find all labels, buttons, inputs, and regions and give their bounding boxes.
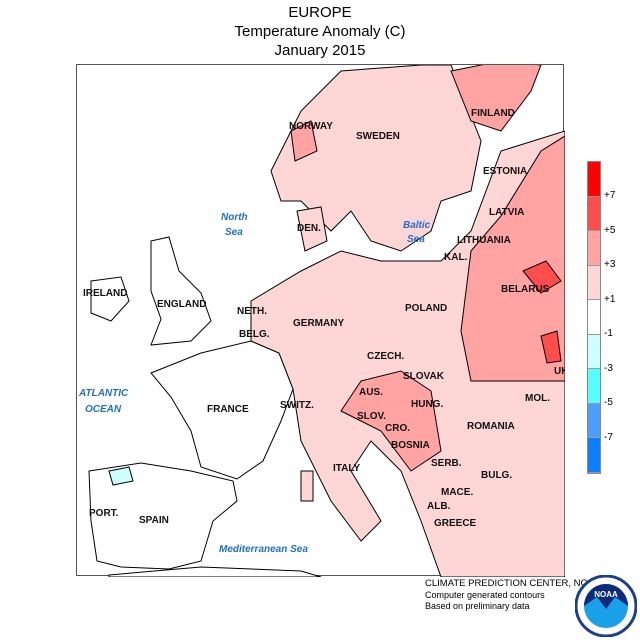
label-sweden: SWEDEN bbox=[356, 131, 400, 142]
legend-tick: -3 bbox=[604, 362, 613, 374]
legend-tick: -5 bbox=[604, 397, 613, 408]
label-atlantic-2: OCEAN bbox=[85, 404, 122, 415]
land-france bbox=[150, 340, 294, 480]
legend-swatch bbox=[588, 265, 600, 300]
label-croatia: CRO. bbox=[385, 423, 410, 434]
label-austria: AUS. bbox=[359, 387, 383, 398]
legend-tick: +5 bbox=[604, 224, 616, 236]
legend-swatch bbox=[588, 231, 600, 266]
credit-line-3: Based on preliminary data bbox=[425, 601, 530, 611]
svg-text:NOAA: NOAA bbox=[594, 590, 618, 599]
legend-swatch bbox=[588, 369, 600, 404]
title-period: January 2015 bbox=[274, 42, 366, 59]
legend-tick: +7 bbox=[604, 190, 616, 201]
color-legend bbox=[587, 161, 601, 474]
label-portugal: PORT. bbox=[89, 508, 119, 519]
credit-line-1: CLIMATE PREDICTION CENTER, NOAA bbox=[425, 578, 601, 589]
label-slovenia: SLOV. bbox=[357, 411, 386, 422]
anomaly-map: NORWAY SWEDEN FINLAND ESTONIA LATVIA DEN… bbox=[76, 60, 569, 578]
label-lithuania: LITHUANIA bbox=[457, 235, 511, 246]
label-denmark: DEN. bbox=[297, 223, 321, 234]
anomaly-ukraine-5 bbox=[540, 330, 562, 364]
land-sardinia bbox=[300, 470, 314, 502]
label-north-sea-2: Sea bbox=[225, 227, 243, 238]
label-poland: POLAND bbox=[405, 303, 447, 314]
land-britain bbox=[150, 236, 212, 346]
label-czech: CZECH. bbox=[367, 351, 404, 362]
legend-tick: -1 bbox=[604, 328, 613, 339]
label-romania: ROMANIA bbox=[467, 421, 515, 432]
label-serbia: SERB. bbox=[431, 458, 462, 469]
label-latvia: LATVIA bbox=[489, 207, 524, 218]
label-kaliningrad: KAL. bbox=[444, 252, 468, 263]
label-baltic-sea-2: Sea bbox=[407, 234, 425, 245]
legend-swatch bbox=[588, 162, 600, 197]
label-england: ENGLAND bbox=[157, 299, 206, 310]
label-germany: GERMANY bbox=[293, 318, 344, 329]
land-denmark bbox=[296, 206, 328, 252]
anomaly-norway-3 bbox=[290, 120, 318, 162]
anomaly-belarus-5 bbox=[522, 260, 562, 294]
legend-swatch bbox=[588, 438, 600, 473]
label-norway: NORWAY bbox=[289, 121, 333, 132]
label-albania: ALB. bbox=[427, 501, 451, 512]
label-slovakia: SLOVAK bbox=[403, 371, 445, 382]
legend-swatch bbox=[588, 403, 600, 438]
label-france: FRANCE bbox=[207, 404, 249, 415]
legend-tick: +3 bbox=[604, 259, 616, 270]
label-north-sea-1: North bbox=[221, 212, 248, 223]
map-svg: NORWAY SWEDEN FINLAND ESTONIA LATVIA DEN… bbox=[78, 60, 569, 578]
label-ukraine: UK bbox=[554, 366, 565, 377]
label-moldova: MOL. bbox=[525, 393, 550, 404]
land-iberia bbox=[88, 462, 238, 570]
title-region: EUROPE bbox=[288, 4, 352, 21]
credit-line-2: Computer generated contours bbox=[425, 590, 545, 600]
label-greece: GREECE bbox=[434, 518, 477, 529]
label-bulgaria: BULG. bbox=[481, 470, 512, 481]
label-baltic-sea-1: Baltic bbox=[403, 220, 431, 231]
label-belgium: BELG. bbox=[239, 329, 270, 340]
land-ireland bbox=[90, 276, 130, 322]
legend-tick: +1 bbox=[604, 293, 616, 305]
label-macedonia: MACE. bbox=[441, 487, 473, 498]
legend-swatch bbox=[588, 196, 600, 231]
label-switzerland: SWITZ. bbox=[280, 400, 314, 411]
land-africa bbox=[108, 566, 322, 578]
title-variable: Temperature Anomaly (C) bbox=[234, 23, 406, 40]
label-hungary: HUNG. bbox=[411, 399, 443, 410]
label-netherlands: NETH. bbox=[237, 306, 267, 317]
label-ireland: IRELAND bbox=[83, 288, 127, 299]
label-atlantic-1: ATLANTIC bbox=[78, 388, 129, 399]
legend-swatch bbox=[588, 300, 600, 335]
legend-swatch bbox=[588, 334, 600, 369]
label-spain: SPAIN bbox=[139, 515, 169, 526]
noaa-logo: NOAA bbox=[575, 575, 637, 637]
label-bosnia: BOSNIA bbox=[391, 440, 430, 451]
label-italy: ITALY bbox=[333, 463, 361, 474]
label-belarus: BELARUS bbox=[501, 284, 550, 295]
label-mediterranean: Mediterranean Sea bbox=[219, 544, 308, 555]
anomaly-spain-neg bbox=[108, 466, 134, 486]
label-estonia: ESTONIA bbox=[483, 166, 527, 177]
label-finland: FINLAND bbox=[471, 108, 515, 119]
anomaly-balkan-3 bbox=[340, 370, 442, 472]
legend-tick: -7 bbox=[604, 431, 613, 443]
